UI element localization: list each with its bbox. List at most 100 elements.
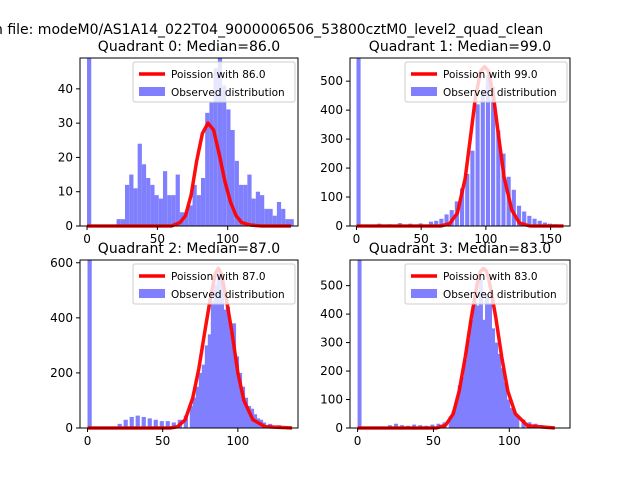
- y-tick-label: 30: [58, 116, 73, 130]
- x-tick-label: 0: [84, 434, 92, 448]
- histogram-bar: [117, 423, 122, 428]
- histogram-bar: [200, 178, 206, 226]
- histogram-bar: [512, 410, 517, 428]
- histogram-bar: [448, 416, 453, 428]
- legend: Poission with 87.0 Observed distribution: [132, 263, 296, 305]
- histogram-bar: [219, 279, 225, 428]
- histogram-bar: [460, 376, 465, 428]
- histogram-bars: [357, 260, 553, 428]
- histogram-bar: [147, 418, 152, 428]
- histogram-bar: [175, 174, 180, 226]
- legend-fit-label: Poission with 99.0: [443, 69, 538, 81]
- y-tick-label: 300: [320, 132, 343, 146]
- histogram-bars: [87, 58, 294, 227]
- histogram-bar: [454, 402, 459, 428]
- axes-frame: [349, 259, 571, 429]
- histogram-bar: [116, 219, 121, 226]
- x-tick-label: 100: [216, 232, 239, 246]
- subplot-1: 0 50 100 150 0 100 200 300 400 500 Quadrant 1: Med…: [320, 39, 571, 246]
- histogram-bar: [162, 171, 168, 226]
- histogram-bar: [457, 385, 462, 428]
- histogram-bar: [171, 422, 176, 428]
- y-tick-label: 0: [65, 219, 73, 233]
- histogram-bar: [494, 342, 499, 428]
- histogram-bar: [246, 405, 252, 428]
- histogram-bar: [472, 299, 477, 428]
- histogram-bar: [496, 130, 501, 226]
- legend-box: [404, 263, 568, 305]
- y-tick-label: 400: [50, 311, 73, 325]
- histogram-bar: [87, 260, 92, 428]
- histogram-bar: [532, 218, 537, 226]
- y-tick-label: 10: [58, 185, 73, 199]
- histogram-bar: [289, 219, 294, 226]
- legend-fit-label: Poission with 87.0: [171, 271, 266, 283]
- histogram-bar: [537, 220, 542, 226]
- histogram-bar: [357, 260, 362, 428]
- histogram-bar: [516, 205, 522, 226]
- y-tick-label: 40: [58, 82, 73, 96]
- x-tick-label: 50: [155, 434, 170, 448]
- histogram-bar: [154, 195, 159, 226]
- histogram-bar: [129, 416, 134, 428]
- histogram-bar: [451, 410, 456, 428]
- histogram-bar: [165, 421, 170, 428]
- histogram-bar: [463, 359, 468, 428]
- histogram-bar: [231, 323, 237, 428]
- histogram-bar: [201, 364, 206, 428]
- histogram-bar: [247, 174, 252, 226]
- histogram-bar: [500, 368, 505, 428]
- y-tick-label: 200: [320, 161, 343, 175]
- histogram-bar: [153, 419, 158, 428]
- histogram-bar: [469, 319, 474, 428]
- histogram-bar: [217, 58, 223, 226]
- histogram-bar: [205, 112, 210, 226]
- histogram-bar: [192, 397, 197, 428]
- histogram-bar: [465, 173, 470, 226]
- histogram-bar: [230, 130, 235, 226]
- histogram-bar: [213, 284, 219, 428]
- x-tick-label: 100: [226, 434, 249, 448]
- histogram-bar: [356, 58, 361, 226]
- y-tick-label: 100: [320, 190, 343, 204]
- histogram-bar: [485, 75, 491, 227]
- histogram-bar: [491, 328, 496, 428]
- axes-frame: [349, 57, 571, 227]
- histogram-bar: [207, 334, 213, 428]
- legend-hist-label: Observed distribution: [171, 289, 285, 301]
- histogram-bar: [87, 58, 92, 226]
- histogram-bar: [226, 109, 231, 226]
- x-tick-label: 150: [539, 232, 562, 246]
- histogram-bar: [171, 195, 176, 226]
- y-tick-label: 500: [320, 279, 343, 293]
- axes-frame: [79, 57, 299, 227]
- histogram-bar: [527, 215, 532, 226]
- legend: Poission with 83.0 Observed distribution: [404, 263, 568, 305]
- subplot-title: Quadrant 0: Median=86.0: [98, 39, 280, 55]
- x-tick-label: 50: [150, 232, 165, 246]
- histogram-bar: [141, 416, 146, 428]
- subplot-title: Quadrant 1: Median=99.0: [369, 39, 551, 55]
- histogram-bar: [150, 184, 155, 226]
- figure-suptitle: n file: modeM0/AS1A14_022T04_9000006506_…: [0, 22, 544, 38]
- legend-box: [132, 61, 296, 103]
- histogram-bar: [515, 416, 520, 428]
- histogram-bar: [255, 191, 261, 226]
- histogram-bar: [272, 215, 277, 226]
- histogram-bar: [222, 309, 228, 428]
- legend: Poission with 99.0 Observed distribution: [404, 61, 568, 103]
- histogram-bar: [281, 208, 286, 226]
- histogram-bars: [356, 58, 563, 227]
- histogram-bar: [120, 219, 126, 226]
- y-tick-label: 0: [335, 219, 343, 233]
- legend-hist-label: Observed distribution: [443, 289, 557, 301]
- subplot-title: Quadrant 2: Median=87.0: [98, 241, 280, 257]
- histogram-bar: [195, 386, 200, 428]
- y-tick-label: 0: [335, 421, 343, 435]
- x-tick-label: 100: [474, 232, 497, 246]
- histogram-bar: [501, 153, 506, 226]
- subplot-3: 0 50 100 0 100 200 300 400 500 Quadrant 3: Median…: [320, 241, 571, 448]
- histogram-bar: [158, 198, 163, 226]
- subplot-0: 0 50 100 0 10 20 30 40 Quadrant 0: Median=86.0 Po…: [58, 39, 299, 246]
- histogram-bar: [216, 273, 222, 428]
